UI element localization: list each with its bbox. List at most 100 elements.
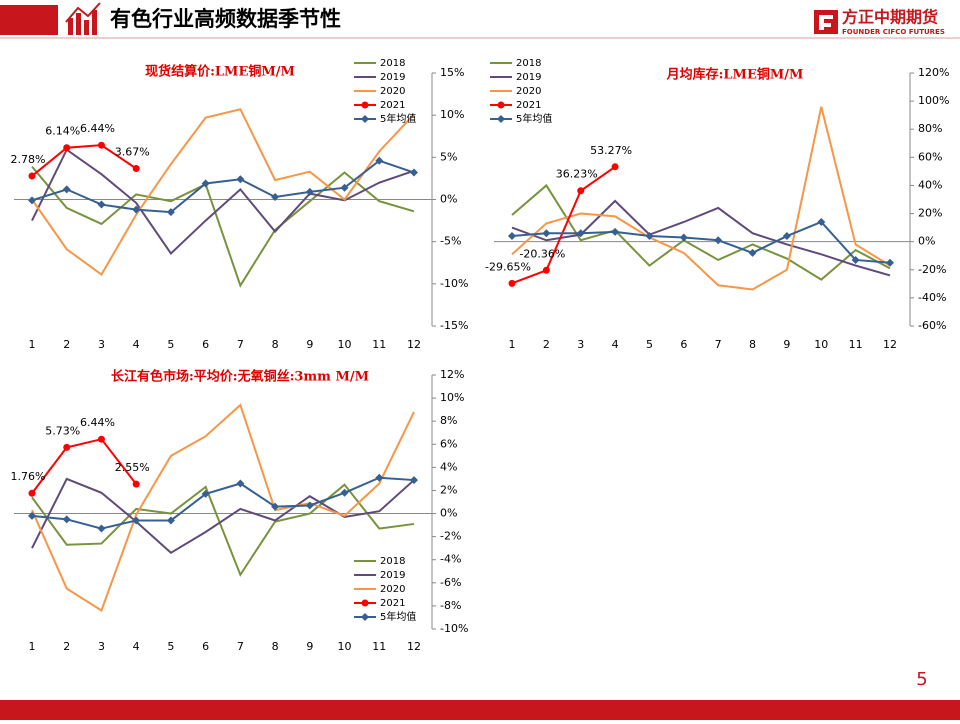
point [410,168,418,177]
point [748,248,757,257]
point [508,279,516,287]
data-label: 6.44% [80,122,115,135]
point [97,435,105,443]
x-tick-label: 9 [306,338,313,351]
series-line [31,477,415,555]
x-tick-label: 11 [849,338,863,351]
x-tick-label: 2 [543,338,550,351]
y-tick-label: 15% [440,66,464,79]
x-tick-label: 3 [98,338,105,351]
x-tick-label: 3 [98,640,105,653]
point [679,233,688,242]
y-tick-label: 120% [918,66,949,79]
y-tick-label: -6% [440,576,461,589]
header-icon [65,2,101,35]
data-label: -20.36% [519,247,565,260]
x-tick-label: 11 [372,640,386,653]
series-line [31,483,415,577]
x-tick-label: 6 [202,338,209,351]
logo-text: 方正中期期货 [842,8,938,27]
point [62,185,71,194]
y-tick-label: -10% [440,277,468,290]
y-tick-label: 0% [440,193,457,206]
data-label: 53.27% [590,144,632,157]
y-tick-label: 12% [440,368,464,381]
y-tick-label: 2% [440,483,457,496]
point [714,236,723,245]
series-line [511,165,616,285]
legend-label: 2020 [380,584,405,595]
y-tick-label: -60% [918,319,946,332]
data-label: -29.65% [485,260,531,273]
y-tick-label: 100% [918,94,949,107]
x-tick-label: 10 [338,338,352,351]
point [375,473,384,482]
point [410,476,418,485]
x-tick-label: 9 [306,640,313,653]
series-line [31,159,415,214]
chart-title: 现货结算价:LME铜M/M [145,64,295,80]
point [28,172,36,180]
x-tick-label: 4 [133,640,140,653]
y-tick-label: 60% [918,150,942,163]
y-tick-label: 0% [440,507,457,520]
point [132,205,141,214]
data-label: 5.73% [45,424,80,437]
y-tick-label: 4% [440,460,457,473]
point [886,258,894,267]
y-tick-label: 5% [440,150,457,163]
x-tick-label: 5 [167,640,174,653]
y-tick-label: 40% [918,178,942,191]
point [542,229,551,238]
point [375,156,384,165]
point [271,192,280,201]
series-line [31,144,137,177]
x-tick-label: 5 [646,338,653,351]
legend-marker [361,599,369,607]
point [201,489,210,498]
x-tick-label: 1 [509,338,516,351]
data-label: 2.78% [11,153,46,166]
legend-label: 2021 [380,598,405,609]
legend-label: 2019 [380,570,405,581]
legend-marker [361,613,369,621]
legend-marker [361,101,369,109]
data-label: 6.14% [45,125,80,138]
x-tick-label: 7 [715,338,722,351]
legend-label: 5年均值 [380,112,416,125]
y-tick-label: 6% [440,437,457,450]
y-tick-label: -40% [918,291,946,304]
legend-label: 2019 [380,72,405,83]
point [236,175,245,184]
series-line [511,183,891,281]
point [782,232,791,241]
point [508,232,516,241]
data-label: 3.67% [115,146,150,159]
x-tick-label: 2 [63,338,70,351]
header-block [0,5,58,35]
y-tick-label: 8% [440,414,457,427]
data-label: 6.44% [80,416,115,429]
series-line [511,199,891,277]
point [645,232,654,241]
y-tick-label: 20% [918,207,942,220]
x-tick-label: 3 [577,338,584,351]
point [166,208,175,217]
series-line [31,165,415,288]
y-tick-label: 0% [918,235,935,248]
data-label: 2.55% [115,461,150,474]
legend-label: 2018 [516,58,541,69]
point [305,501,314,510]
chart-title: 月均库存:LME铜M/M [666,67,804,83]
point [340,488,349,497]
y-tick-label: -5% [440,235,461,248]
point [577,187,585,195]
point [28,511,36,520]
x-tick-label: 4 [133,338,140,351]
legend-marker [361,115,369,123]
point [62,515,71,524]
point [28,196,36,205]
page-number: 5 [916,669,927,690]
x-tick-label: 10 [814,338,828,351]
